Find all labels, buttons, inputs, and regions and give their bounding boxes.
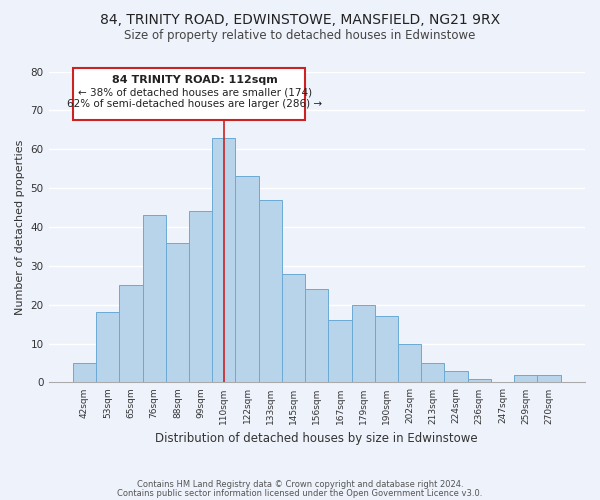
Bar [445, 371, 468, 382]
Bar [259, 200, 282, 382]
Bar [166, 242, 189, 382]
Bar [468, 378, 491, 382]
Bar [143, 216, 166, 382]
Text: Size of property relative to detached houses in Edwinstowe: Size of property relative to detached ho… [124, 29, 476, 42]
Text: ← 38% of detached houses are smaller (174): ← 38% of detached houses are smaller (17… [78, 87, 312, 97]
Y-axis label: Number of detached properties: Number of detached properties [15, 140, 25, 314]
Bar [421, 363, 445, 382]
X-axis label: Distribution of detached houses by size in Edwinstowe: Distribution of detached houses by size … [155, 432, 478, 445]
Bar [96, 312, 119, 382]
Text: 62% of semi-detached houses are larger (286) →: 62% of semi-detached houses are larger (… [67, 98, 322, 108]
Text: Contains public sector information licensed under the Open Government Licence v3: Contains public sector information licen… [118, 489, 482, 498]
Bar [352, 304, 375, 382]
Bar [305, 289, 328, 382]
Bar [73, 363, 96, 382]
FancyBboxPatch shape [73, 68, 305, 120]
Bar [119, 286, 143, 382]
Bar [538, 374, 560, 382]
Bar [328, 320, 352, 382]
Bar [212, 138, 235, 382]
Bar [514, 374, 538, 382]
Bar [189, 212, 212, 382]
Text: Contains HM Land Registry data © Crown copyright and database right 2024.: Contains HM Land Registry data © Crown c… [137, 480, 463, 489]
Text: 84, TRINITY ROAD, EDWINSTOWE, MANSFIELD, NG21 9RX: 84, TRINITY ROAD, EDWINSTOWE, MANSFIELD,… [100, 12, 500, 26]
Bar [282, 274, 305, 382]
Bar [398, 344, 421, 382]
Bar [375, 316, 398, 382]
Bar [235, 176, 259, 382]
Text: 84 TRINITY ROAD: 112sqm: 84 TRINITY ROAD: 112sqm [112, 76, 278, 86]
